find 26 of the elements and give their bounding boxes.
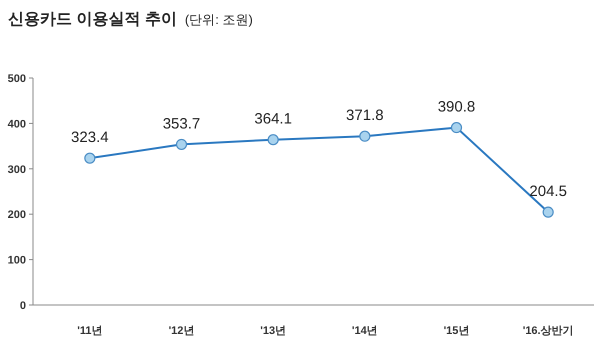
chart-title: 신용카드 이용실적 추이 — [8, 11, 177, 28]
y-tick-label: 300 — [8, 164, 26, 176]
chart-subtitle: (단위: 조원) — [184, 12, 253, 27]
data-label: 204.5 — [529, 183, 567, 200]
data-label: 390.8 — [438, 98, 476, 116]
y-tick-label: 200 — [8, 209, 26, 222]
x-tick-label: '13년 — [260, 325, 286, 337]
y-tick-label: 500 — [8, 73, 26, 85]
x-tick-label: '11년 — [77, 325, 102, 337]
y-tick-label: 0 — [20, 300, 26, 312]
data-label: 323.4 — [71, 129, 109, 146]
data-label: 371.8 — [346, 107, 384, 124]
x-tick-label: '14년 — [352, 325, 378, 337]
point — [268, 134, 279, 146]
data-label: 364.1 — [254, 110, 292, 128]
x-tick-label: '15년 — [444, 325, 470, 337]
point — [359, 130, 370, 142]
point — [84, 152, 96, 164]
point — [450, 122, 462, 134]
point — [542, 206, 554, 218]
point — [176, 138, 188, 150]
y-tick-label: 400 — [8, 118, 26, 130]
x-tick-label: '12년 — [168, 325, 194, 337]
y-tick-label: 100 — [8, 254, 26, 267]
data-label: 353.7 — [162, 115, 200, 132]
x-tick-label: '16.상반기 — [522, 325, 574, 337]
